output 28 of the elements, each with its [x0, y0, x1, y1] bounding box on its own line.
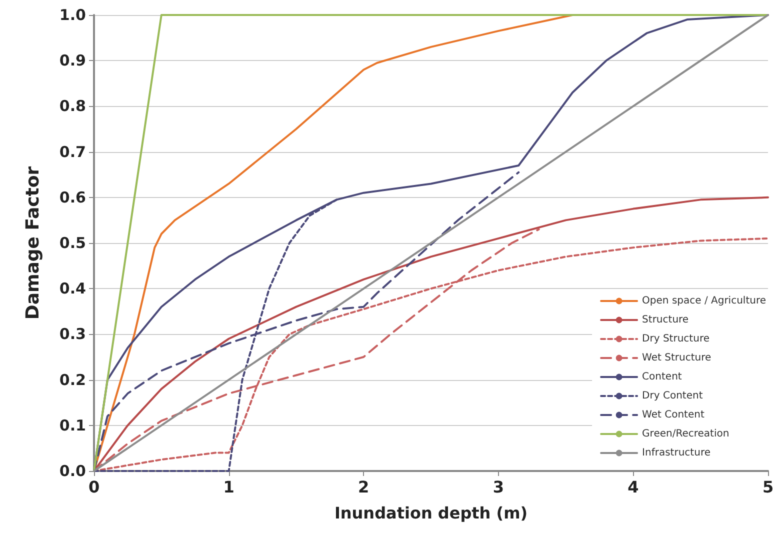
y-tick-label: 0.3: [59, 325, 86, 344]
x-tick-label: 2: [358, 478, 370, 496]
legend-label: Structure: [642, 314, 689, 326]
x-tick-label: 3: [492, 478, 504, 496]
legend-label: Open space / Agriculture: [642, 296, 766, 306]
y-tick-label: 0.5: [59, 234, 86, 252]
y-axis-title: Damage Factor: [22, 166, 44, 320]
x-tick-label: 5: [762, 478, 774, 496]
legend-label: Infrastructure: [642, 448, 710, 458]
y-tick-label: 0.8: [59, 97, 86, 116]
y-tick-label: 0.0: [59, 462, 86, 480]
y-tick-label: 0.2: [59, 370, 86, 389]
x-tick-label: 1: [223, 478, 234, 496]
y-tick-label: 0.9: [59, 52, 86, 70]
y-tick-label: 0.4: [59, 280, 86, 298]
y-tick-label: 0.1: [59, 416, 86, 434]
x-axis-title: Inundation depth (m): [334, 504, 528, 522]
x-tick-label: 0: [88, 478, 100, 496]
legend-label: Dry Content: [642, 390, 703, 402]
legend-label: Content: [642, 372, 682, 382]
y-tick-label: 1.0: [59, 6, 86, 24]
x-tick-label: 4: [628, 478, 639, 496]
legend-label: Wet Structure: [642, 352, 712, 364]
legend-label: Wet Content: [642, 410, 704, 420]
legend-label: Green/Recreation: [642, 428, 730, 440]
y-tick-label: 0.7: [59, 142, 86, 161]
legend-label: Dry Structure: [642, 334, 710, 344]
y-tick-label: 0.6: [59, 188, 86, 206]
